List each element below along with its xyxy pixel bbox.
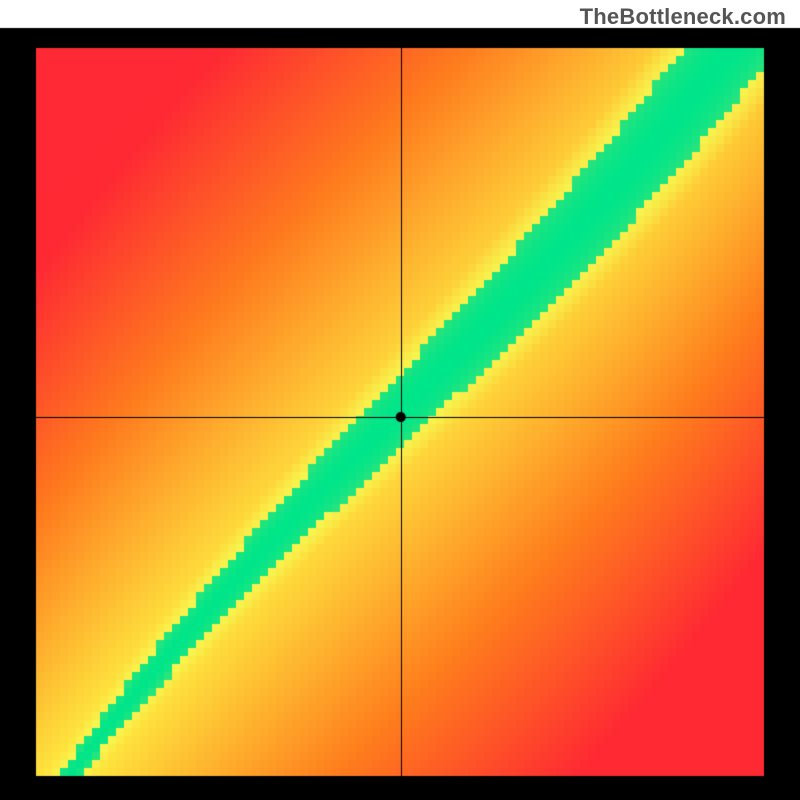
bottleneck-heatmap-canvas <box>0 0 800 800</box>
chart-stage: TheBottleneck.com <box>0 0 800 800</box>
